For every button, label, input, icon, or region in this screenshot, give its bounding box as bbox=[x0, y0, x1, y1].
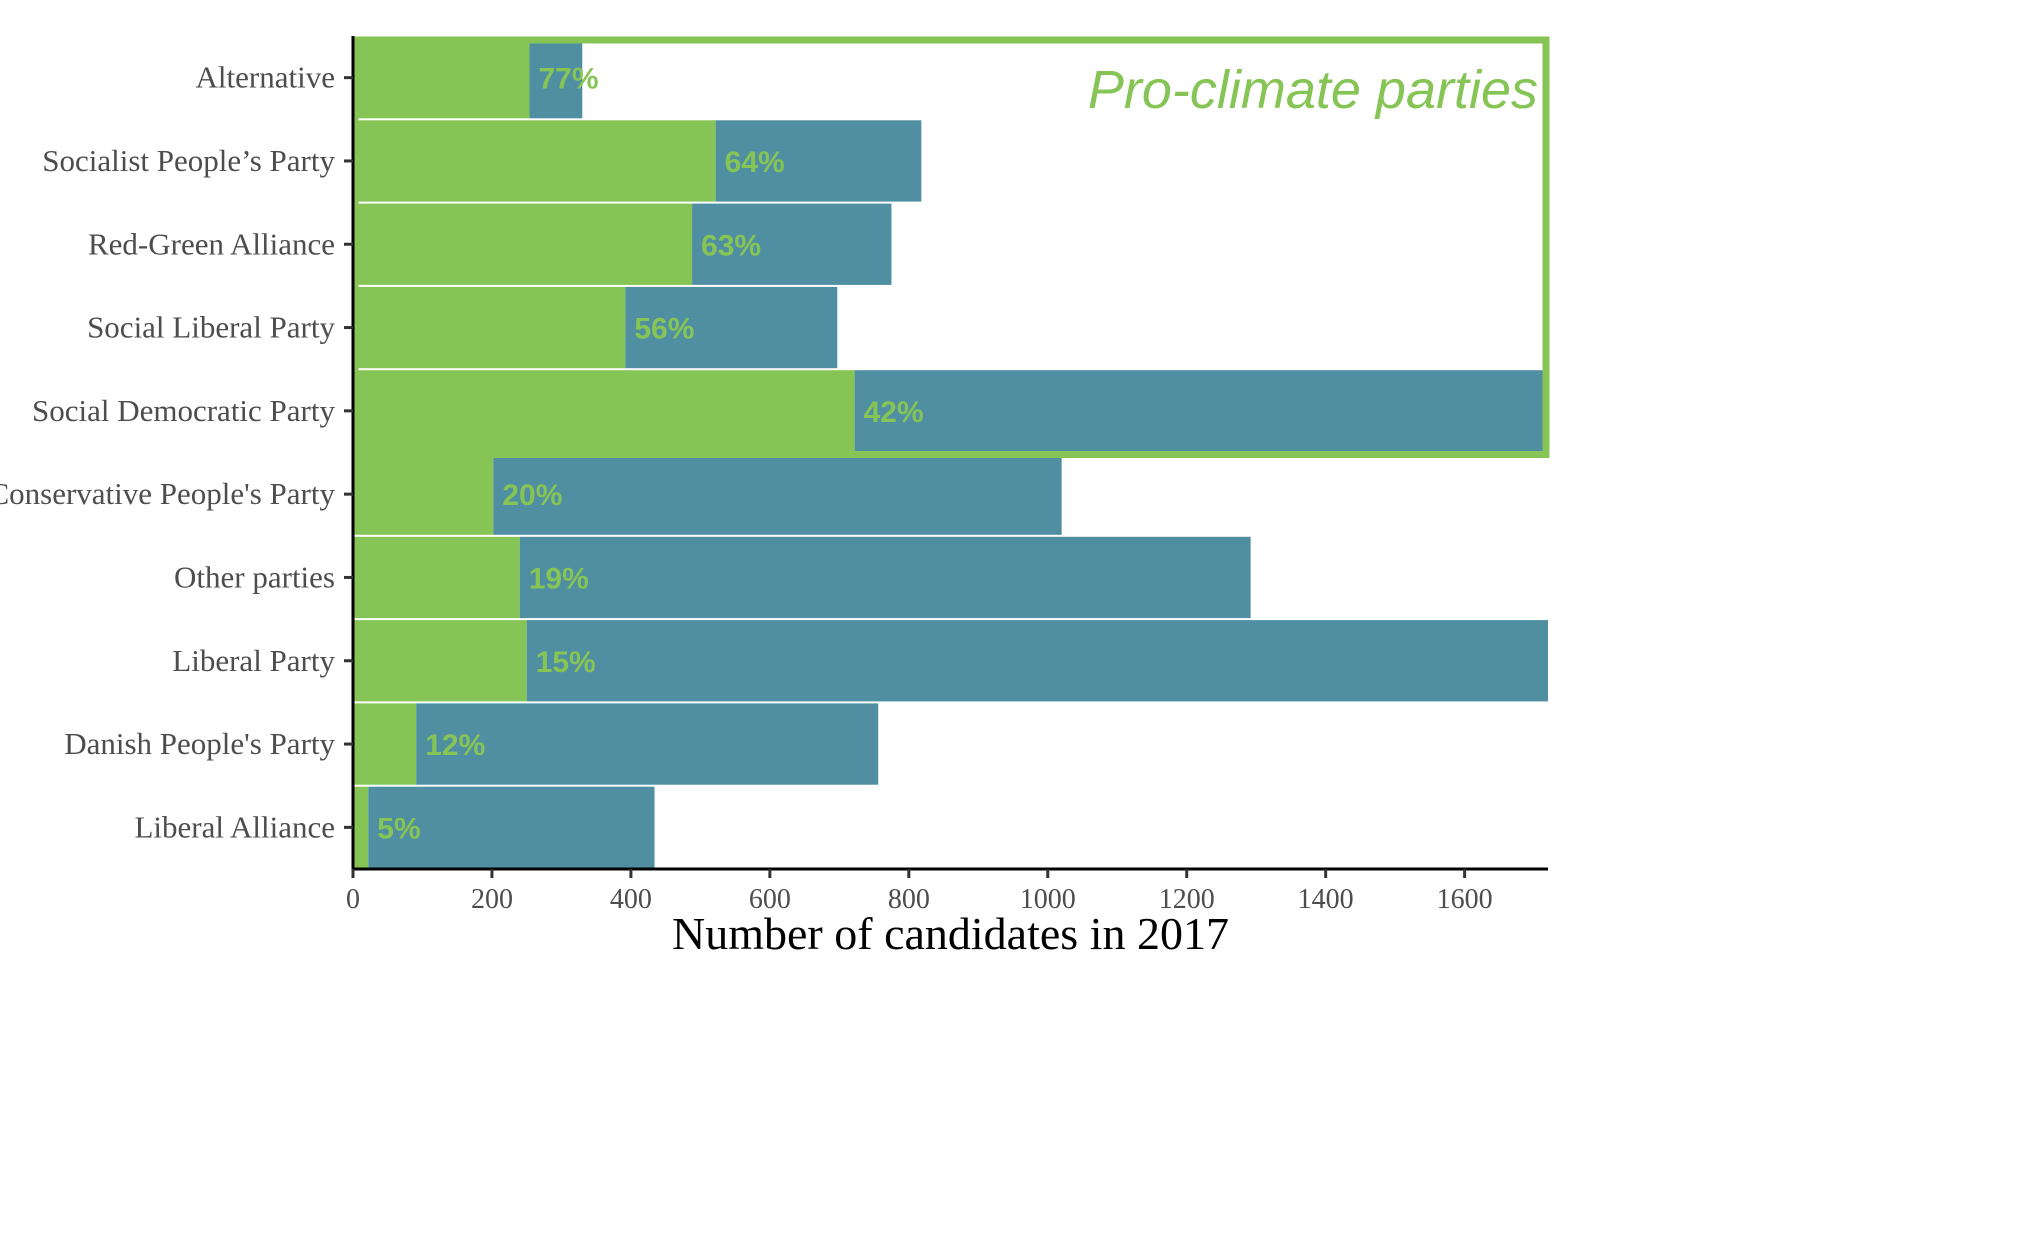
percent-label-1: 64% bbox=[725, 146, 785, 179]
bar-segment-blue-8 bbox=[416, 703, 879, 785]
percent-label-6: 19% bbox=[529, 562, 589, 595]
x-tick-label-5: 1000 bbox=[1020, 884, 1076, 915]
percent-label-0: 77% bbox=[538, 63, 598, 96]
percent-label-8: 12% bbox=[425, 729, 485, 762]
percent-label-7: 15% bbox=[536, 646, 596, 679]
bar-segment-blue-5 bbox=[493, 453, 1062, 535]
bar-segment-green-6 bbox=[353, 536, 520, 619]
pro-climate-box bbox=[351, 36, 1550, 458]
bar-segment-blue-7 bbox=[526, 620, 1548, 702]
bar-segment-blue-6 bbox=[519, 536, 1251, 619]
category-label-6: Other parties bbox=[174, 559, 335, 594]
bar-segment-green-8 bbox=[353, 703, 417, 785]
bar-segment-green-1 bbox=[353, 120, 716, 202]
category-label-5: Conservative People's Party bbox=[0, 476, 335, 511]
category-label-1: Socialist People’s Party bbox=[42, 143, 335, 178]
category-label-2: Red-Green Alliance bbox=[88, 226, 335, 261]
bar-segment-blue-9 bbox=[368, 786, 655, 868]
bar-segment-blue-0 bbox=[529, 37, 583, 119]
pro-climate-highlight: Pro-climate parties bbox=[351, 36, 1550, 458]
bar-segment-green-2 bbox=[353, 203, 693, 285]
category-label-7: Liberal Party bbox=[172, 643, 335, 678]
percent-label-3: 56% bbox=[634, 313, 694, 346]
bar-segment-green-9 bbox=[353, 786, 369, 868]
percent-label-5: 20% bbox=[502, 479, 562, 512]
percent-label-9: 5% bbox=[377, 812, 420, 845]
category-label-3: Social Liberal Party bbox=[87, 310, 335, 345]
bar-segment-blue-3 bbox=[625, 286, 838, 369]
bar-segment-green-7 bbox=[353, 620, 527, 702]
bar-segment-blue-1 bbox=[715, 120, 922, 202]
category-labels-layer: Alternative Socialist People’s Party Red-G… bbox=[0, 60, 353, 844]
bar-segment-blue-2 bbox=[692, 203, 892, 285]
x-tick-label-4: 800 bbox=[888, 884, 930, 915]
x-tick-label-2: 400 bbox=[610, 884, 652, 915]
category-label-4: Social Democratic Party bbox=[32, 393, 336, 428]
x-tick-label-0: 0 bbox=[346, 884, 360, 915]
percent-labels-layer: 77% 64% 63% 56% 42% 20% 19% 15% 12% 5% bbox=[377, 63, 923, 846]
x-tick-label-1: 200 bbox=[471, 884, 513, 915]
x-ticks-layer: 0 200 400 600 800 1000 1200 1400 1600 bbox=[346, 869, 1493, 915]
bar-segment-green-5 bbox=[353, 453, 494, 535]
x-axis-title: Number of candidates in 2017 bbox=[672, 908, 1229, 959]
percent-label-2: 63% bbox=[701, 229, 761, 262]
bar-segment-green-4 bbox=[353, 370, 855, 452]
pro-climate-label: Pro-climate parties bbox=[1088, 60, 1538, 120]
bar-segment-blue-4 bbox=[854, 370, 1546, 452]
axes-layer bbox=[351, 36, 1548, 871]
x-tick-label-8: 1600 bbox=[1437, 884, 1493, 915]
x-tick-label-6: 1200 bbox=[1159, 884, 1215, 915]
bar-segment-green-0 bbox=[353, 37, 530, 119]
category-label-8: Danish People's Party bbox=[64, 726, 335, 761]
category-label-0: Alternative bbox=[196, 60, 335, 95]
x-tick-label-7: 1400 bbox=[1298, 884, 1354, 915]
bars-layer bbox=[353, 37, 1548, 868]
category-label-9: Liberal Alliance bbox=[134, 809, 335, 844]
bar-segment-green-3 bbox=[353, 286, 626, 369]
x-tick-label-3: 600 bbox=[749, 884, 791, 915]
percent-label-4: 42% bbox=[864, 396, 924, 429]
